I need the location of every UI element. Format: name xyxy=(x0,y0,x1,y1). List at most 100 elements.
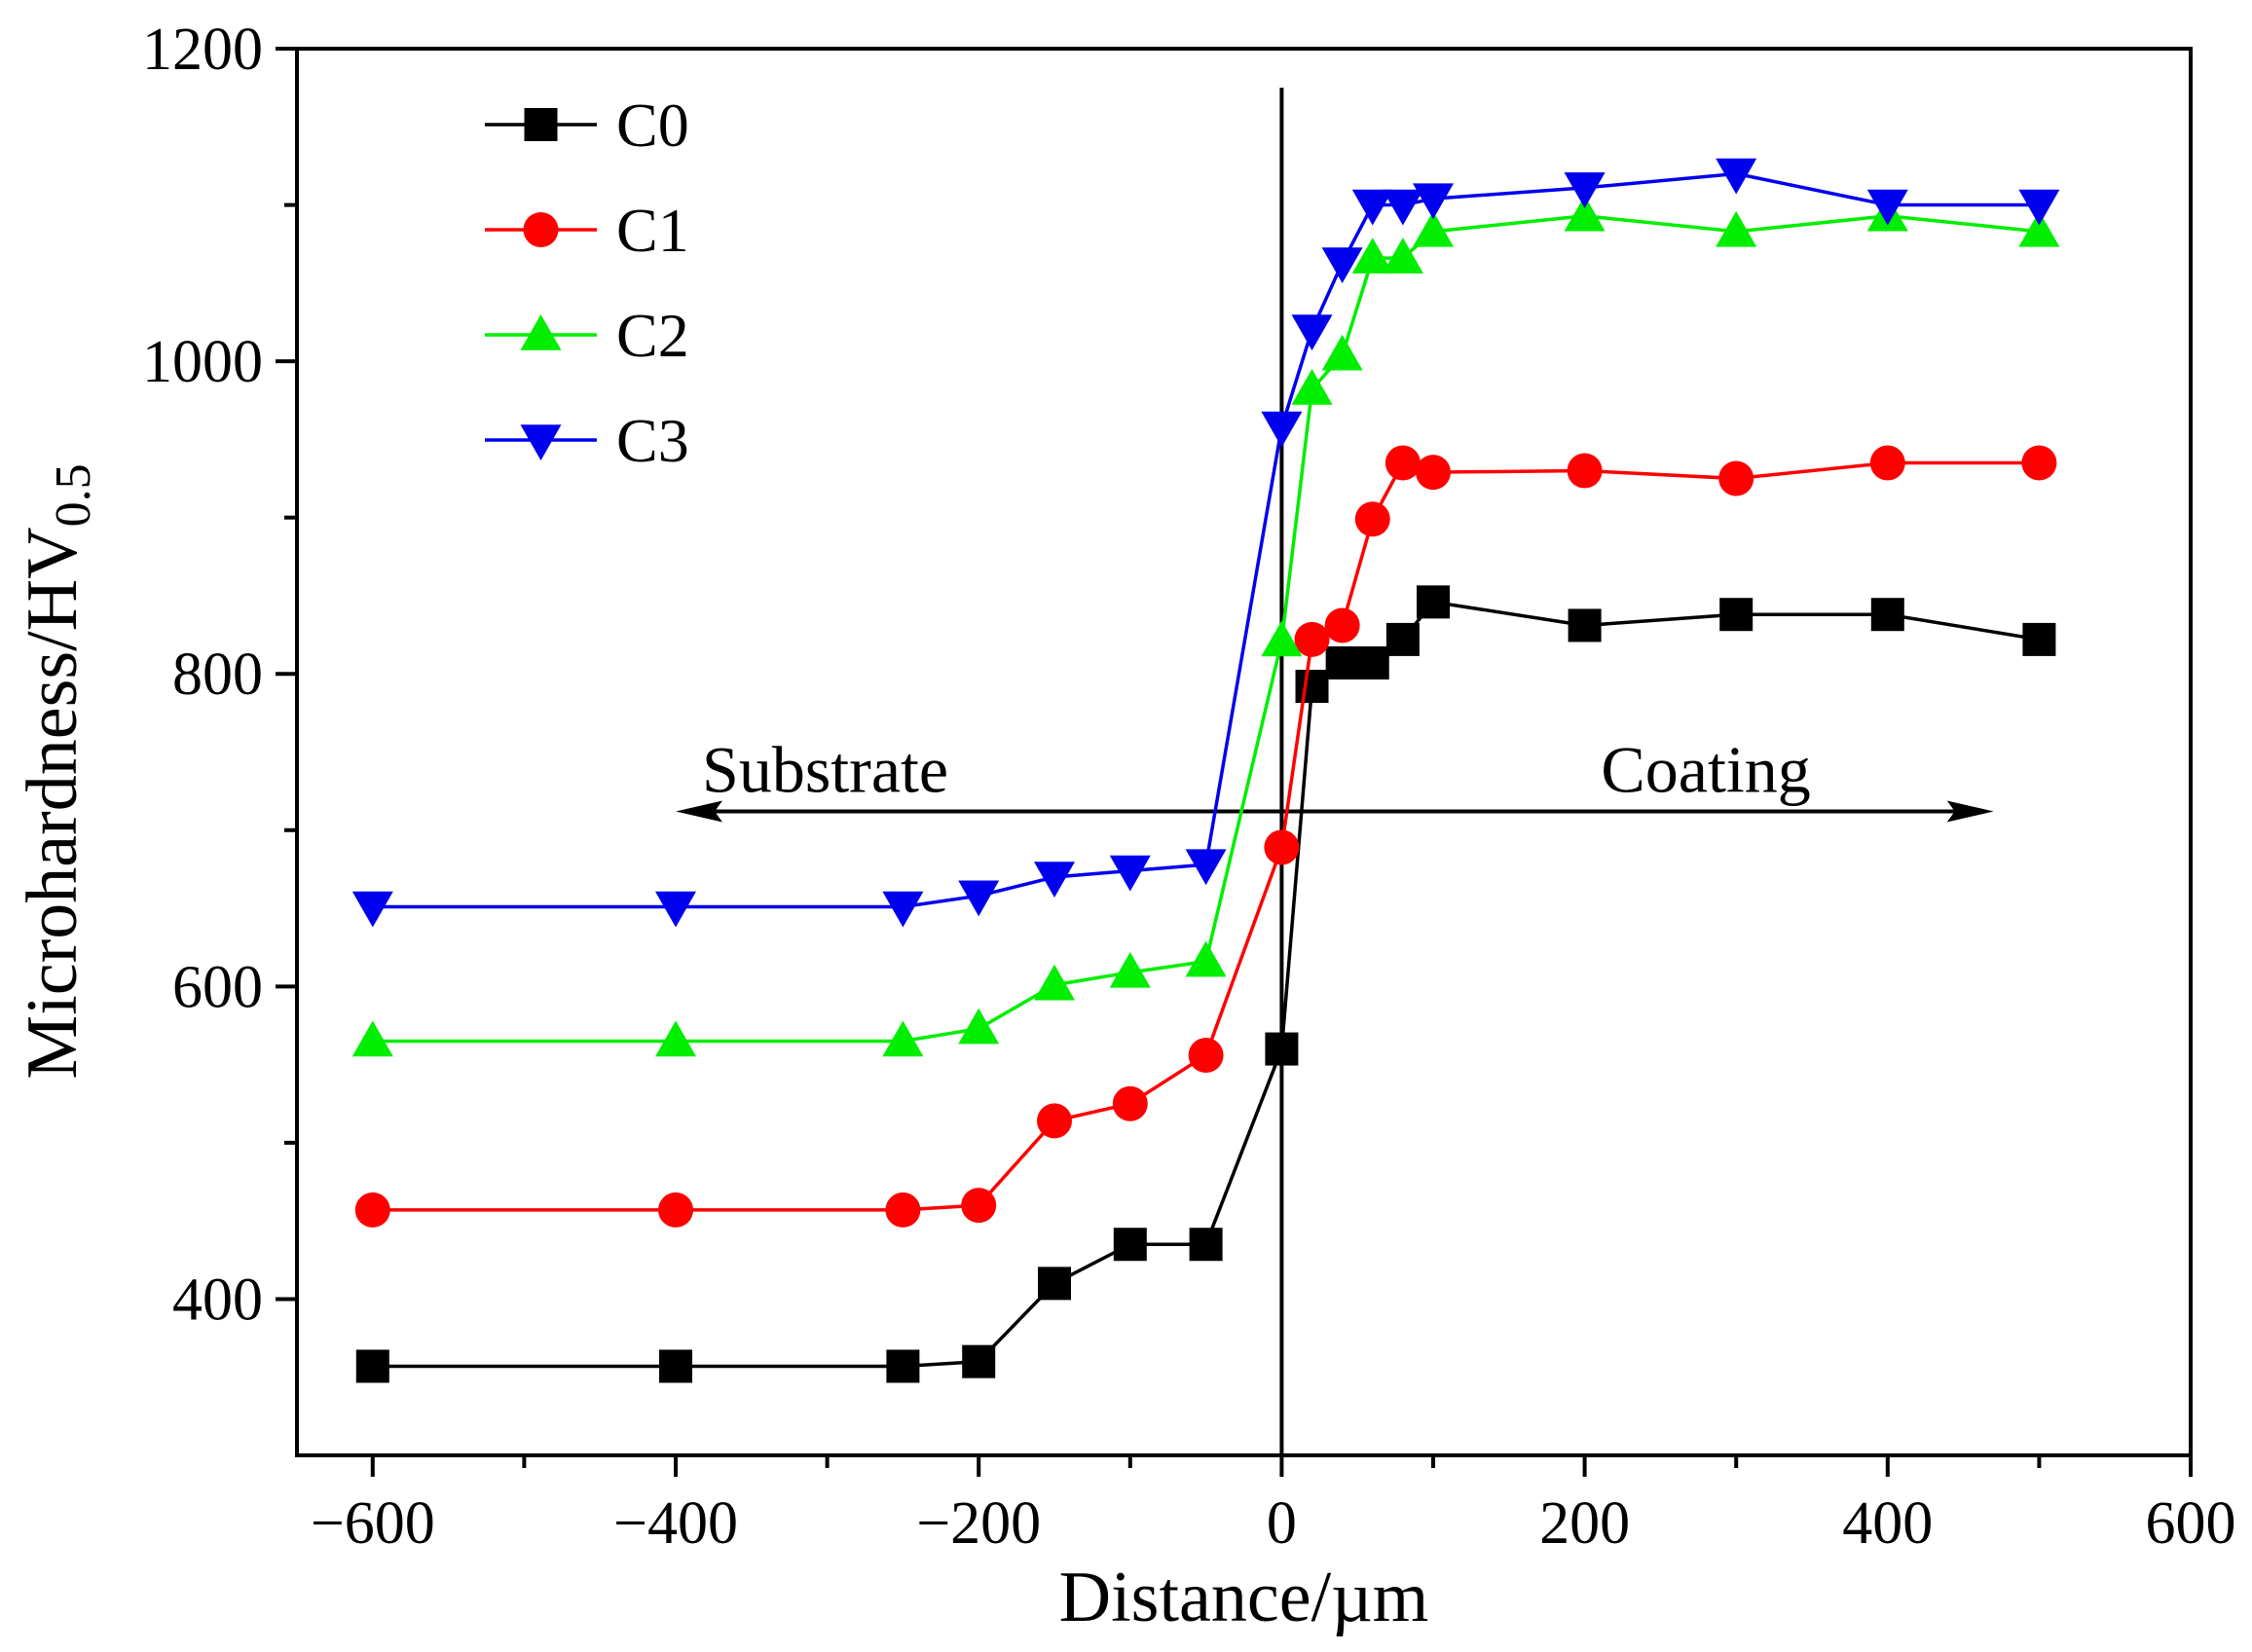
data-point-c0 xyxy=(1265,1032,1299,1066)
data-point-c0 xyxy=(1385,622,1420,656)
x-tick-label: 400 xyxy=(1842,1490,1933,1557)
legend-marker xyxy=(520,314,562,350)
data-point-c0 xyxy=(1295,670,1329,704)
legend-marker xyxy=(520,424,562,460)
series-c0 xyxy=(355,585,2056,1383)
coating-label: Coating xyxy=(1601,733,1810,807)
data-point-c0 xyxy=(1038,1267,1071,1301)
data-point-c0 xyxy=(1417,585,1450,619)
data-point-c3 xyxy=(1034,862,1075,898)
data-point-c3 xyxy=(1866,189,1908,226)
data-point-c2 xyxy=(1291,369,1333,405)
data-point-c3 xyxy=(1291,314,1333,350)
legend-item-c1: C1 xyxy=(485,196,689,265)
y-axis-title-main: Microhardness/HV xyxy=(13,527,92,1079)
data-point-c3 xyxy=(1716,158,1757,195)
data-point-c0 xyxy=(1719,598,1754,632)
data-point-c1 xyxy=(1294,621,1330,657)
y-tick-label: 1200 xyxy=(142,17,263,83)
legend-label-c1: C1 xyxy=(616,196,689,265)
data-point-c3 xyxy=(1382,189,1423,226)
legend-item-c2: C2 xyxy=(485,301,689,370)
data-point-c1 xyxy=(1264,829,1300,865)
plot-frame xyxy=(295,47,2193,1457)
data-point-c2 xyxy=(1321,334,1363,371)
data-point-c0 xyxy=(886,1349,920,1383)
data-point-c1 xyxy=(885,1192,921,1228)
data-point-c0 xyxy=(1355,645,1389,679)
data-point-c3 xyxy=(1351,189,1393,226)
data-point-c0 xyxy=(962,1344,996,1378)
data-point-c3 xyxy=(1109,855,1151,892)
data-point-c2 xyxy=(1034,964,1075,1001)
series-layer xyxy=(351,158,2060,1383)
data-point-c2 xyxy=(958,1008,1000,1045)
annotations: Substrate Coating xyxy=(676,88,1994,1455)
data-point-c3 xyxy=(1321,247,1363,283)
data-point-c1 xyxy=(1416,455,1451,491)
data-point-c3 xyxy=(958,880,1000,917)
data-point-c3 xyxy=(882,891,924,928)
data-point-c1 xyxy=(1384,445,1421,481)
substrate-label: Substrate xyxy=(702,733,948,807)
data-point-c2 xyxy=(1109,951,1151,988)
data-point-c2 xyxy=(1716,210,1757,247)
legend-marker xyxy=(524,108,558,141)
data-point-c1 xyxy=(1037,1103,1072,1139)
data-point-c2 xyxy=(1185,940,1227,977)
data-point-c3 xyxy=(351,891,393,928)
legend-label-c0: C0 xyxy=(616,91,689,160)
y-axis-title-subscript: 0.5 xyxy=(46,463,101,527)
data-point-c2 xyxy=(882,1020,924,1057)
data-point-c2 xyxy=(1564,195,1606,232)
legend-item-c0: C0 xyxy=(485,91,689,160)
y-tick-label: 800 xyxy=(172,642,263,708)
data-point-c3 xyxy=(1413,183,1454,220)
data-point-c1 xyxy=(1869,445,1905,481)
series-c1 xyxy=(354,445,2057,1228)
data-point-c0 xyxy=(1325,645,1359,679)
legend-marker xyxy=(523,212,559,247)
data-point-c0 xyxy=(2022,622,2056,656)
data-point-c0 xyxy=(659,1349,692,1383)
data-point-c1 xyxy=(1112,1085,1148,1121)
data-point-c3 xyxy=(1564,172,1606,208)
data-point-c0 xyxy=(355,1349,389,1383)
data-point-c0 xyxy=(1870,598,1904,632)
x-tick-label: −600 xyxy=(311,1490,435,1557)
data-point-c0 xyxy=(1568,608,1602,642)
data-point-c2 xyxy=(655,1020,696,1057)
series-c3 xyxy=(351,158,2060,928)
y-tick-label: 1000 xyxy=(142,329,263,395)
y-tick-label: 400 xyxy=(172,1267,263,1333)
data-point-c2 xyxy=(1351,238,1393,274)
data-point-c3 xyxy=(655,891,696,928)
data-point-c1 xyxy=(1324,607,1360,643)
data-point-c0 xyxy=(1189,1228,1223,1262)
x-tick-label: 0 xyxy=(1267,1490,1297,1557)
data-point-c1 xyxy=(1718,460,1754,496)
arrow-head-left xyxy=(676,800,722,823)
data-point-c2 xyxy=(2018,210,2060,247)
data-point-c1 xyxy=(1188,1037,1224,1073)
data-point-c1 xyxy=(2021,445,2057,481)
x-axis-title: Distance/µm xyxy=(1059,1558,1429,1637)
x-tick-label: −400 xyxy=(613,1490,738,1557)
legend-label-c3: C3 xyxy=(616,406,689,475)
data-point-c1 xyxy=(354,1192,390,1228)
x-tick-label: 200 xyxy=(1539,1490,1630,1557)
data-point-c3 xyxy=(1185,849,1227,886)
series-c2 xyxy=(351,195,2060,1057)
data-point-c3 xyxy=(1261,411,1303,448)
data-point-c0 xyxy=(1113,1228,1147,1262)
data-point-c3 xyxy=(2018,189,2060,226)
series-line-c1 xyxy=(372,460,2040,1212)
data-point-c1 xyxy=(1567,453,1603,489)
y-tick-label: 600 xyxy=(172,954,263,1020)
y-axis-title: Microhardness/HV0.5 xyxy=(13,463,101,1079)
data-point-c2 xyxy=(351,1020,393,1057)
x-tick-label: −200 xyxy=(916,1490,1041,1557)
legend-label-c2: C2 xyxy=(616,301,689,370)
x-tick-label: 600 xyxy=(2146,1490,2236,1557)
